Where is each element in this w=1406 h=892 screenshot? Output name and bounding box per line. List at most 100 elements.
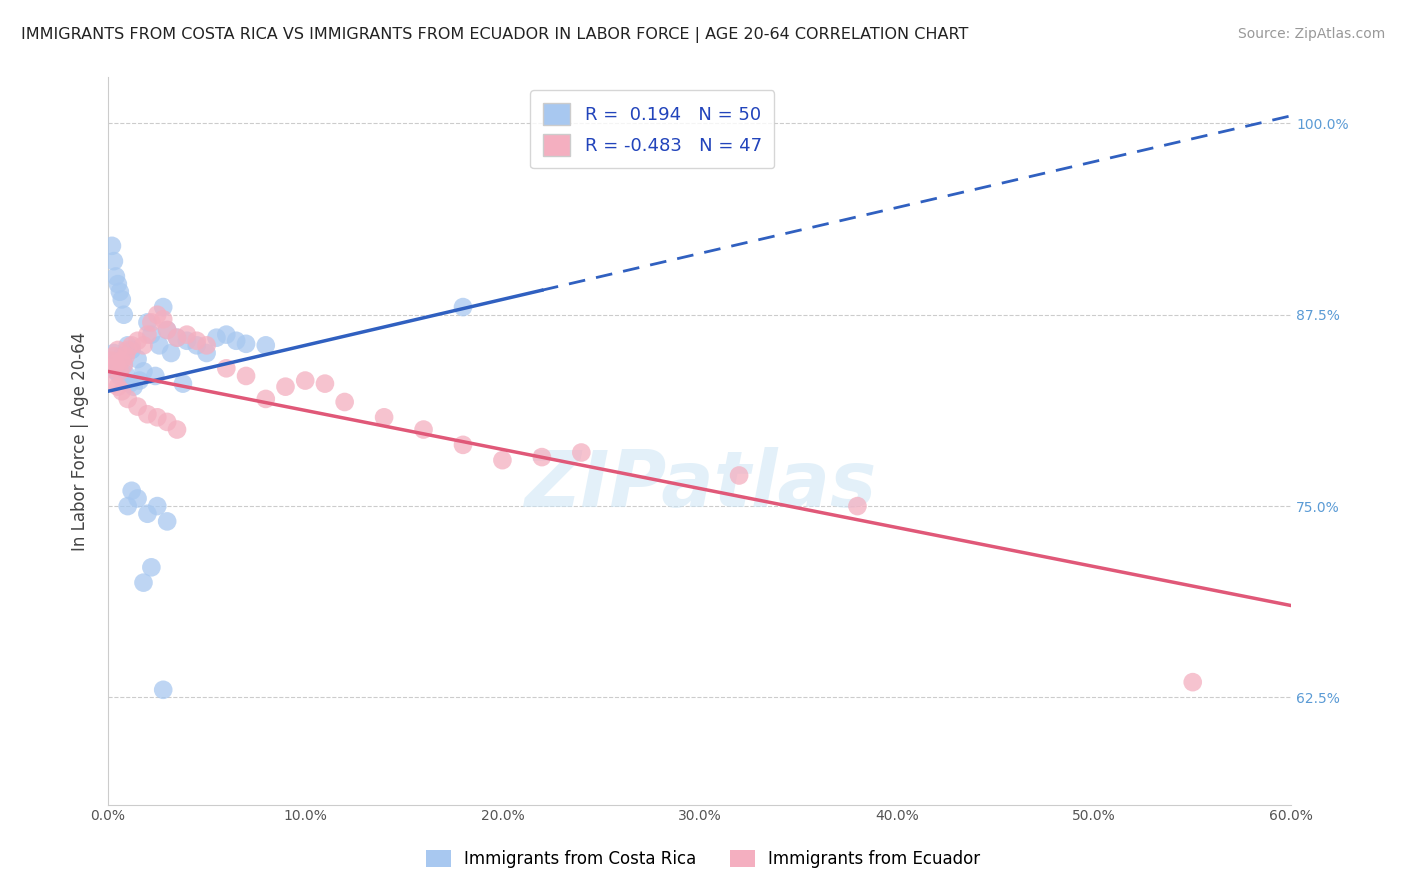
Point: [111, 353, 134, 368]
Point: [117, 499, 139, 513]
Point: [111, 293, 134, 307]
Point: [104, 269, 127, 284]
Point: [117, 338, 139, 352]
Point: [195, 346, 218, 360]
Point: [274, 380, 297, 394]
Point: [186, 338, 208, 352]
Point: [117, 392, 139, 406]
Point: [146, 499, 169, 513]
Point: [176, 334, 198, 348]
Point: [172, 376, 194, 391]
Point: [846, 499, 869, 513]
Point: [215, 327, 238, 342]
Point: [136, 507, 159, 521]
Point: [451, 300, 474, 314]
Point: [132, 364, 155, 378]
Point: [156, 323, 179, 337]
Point: [143, 368, 166, 383]
Text: IMMIGRANTS FROM COSTA RICA VS IMMIGRANTS FROM ECUADOR IN LABOR FORCE | AGE 20-64: IMMIGRANTS FROM COSTA RICA VS IMMIGRANTS…: [21, 27, 969, 43]
Point: [166, 423, 188, 437]
Point: [186, 334, 208, 348]
Point: [294, 374, 316, 388]
Point: [156, 415, 179, 429]
Point: [121, 483, 143, 498]
Point: [108, 364, 131, 378]
Point: [314, 376, 336, 391]
Point: [235, 336, 257, 351]
Point: [530, 450, 553, 464]
Point: [127, 491, 149, 506]
Point: [141, 327, 163, 342]
Point: [128, 374, 150, 388]
Point: [136, 407, 159, 421]
Point: [225, 334, 247, 348]
Point: [127, 352, 149, 367]
Point: [103, 376, 125, 391]
Point: [491, 453, 513, 467]
Point: [98, 361, 121, 376]
Point: [114, 368, 136, 382]
Point: [112, 358, 135, 372]
Text: Source: ZipAtlas.com: Source: ZipAtlas.com: [1237, 27, 1385, 41]
Point: [156, 515, 179, 529]
Point: [195, 338, 218, 352]
Point: [107, 380, 129, 394]
Point: [136, 327, 159, 342]
Point: [108, 285, 131, 299]
Point: [121, 343, 143, 357]
Point: [152, 300, 174, 314]
Point: [373, 410, 395, 425]
Point: [111, 384, 134, 399]
Point: [118, 376, 141, 391]
Point: [112, 357, 135, 371]
Point: [728, 468, 751, 483]
Point: [107, 277, 129, 292]
Point: [101, 353, 124, 368]
Point: [111, 349, 134, 363]
Point: [166, 331, 188, 345]
Point: [122, 380, 145, 394]
Point: [160, 346, 183, 360]
Point: [205, 331, 228, 345]
Point: [136, 315, 159, 329]
Point: [104, 364, 127, 378]
Point: [112, 308, 135, 322]
Point: [114, 349, 136, 363]
Point: [132, 575, 155, 590]
Point: [107, 358, 129, 372]
Point: [569, 445, 592, 459]
Point: [215, 361, 238, 376]
Point: [121, 338, 143, 352]
Point: [141, 560, 163, 574]
Point: [103, 254, 125, 268]
Point: [1181, 675, 1204, 690]
Text: ZIPatlas: ZIPatlas: [523, 447, 876, 523]
Point: [235, 368, 257, 383]
Legend: R =  0.194   N = 50, R = -0.483   N = 47: R = 0.194 N = 50, R = -0.483 N = 47: [530, 90, 775, 169]
Y-axis label: In Labor Force | Age 20-64: In Labor Force | Age 20-64: [72, 332, 89, 550]
Point: [107, 343, 129, 357]
Point: [176, 327, 198, 342]
Point: [254, 392, 277, 406]
Point: [127, 334, 149, 348]
Point: [451, 438, 474, 452]
Point: [103, 346, 125, 360]
Point: [103, 349, 125, 363]
Point: [148, 338, 170, 352]
Point: [333, 395, 356, 409]
Point: [108, 368, 131, 383]
Point: [101, 353, 124, 368]
Point: [101, 239, 124, 253]
Point: [146, 308, 169, 322]
Point: [132, 338, 155, 352]
Point: [412, 423, 434, 437]
Point: [156, 323, 179, 337]
Point: [141, 315, 163, 329]
Point: [146, 410, 169, 425]
Point: [98, 361, 121, 376]
Point: [152, 682, 174, 697]
Point: [104, 357, 127, 371]
Point: [117, 343, 139, 357]
Legend: Immigrants from Costa Rica, Immigrants from Ecuador: Immigrants from Costa Rica, Immigrants f…: [419, 843, 987, 875]
Point: [127, 400, 149, 414]
